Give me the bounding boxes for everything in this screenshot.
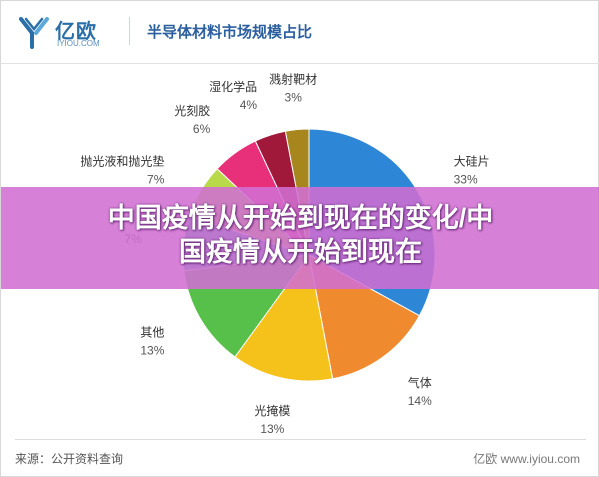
- source-note: 来源：公开资料查询: [15, 452, 124, 466]
- slice-label: 光刻胶: [174, 103, 210, 118]
- overlay-banner: [1, 187, 599, 289]
- slice-label: 其他: [140, 326, 164, 340]
- slice-label: 抛光液和抛光垫: [80, 153, 164, 168]
- header-rule: [1, 63, 599, 64]
- slice-value-label: 4%: [240, 98, 258, 112]
- slice-value-label: 33%: [454, 172, 478, 186]
- slice-value-label: 7%: [147, 172, 165, 186]
- slice-value-label: 14%: [408, 394, 432, 408]
- overlay-line-2: 国疫情从开始到现在: [179, 237, 422, 267]
- brand-domain: IYIOU.COM: [57, 39, 100, 48]
- slice-label: 光掩模: [254, 404, 290, 418]
- header-divider: [129, 17, 130, 45]
- header: 亿欧 IYIOU.COM 半导体材料市场规模占比: [1, 1, 599, 63]
- footer-rule: [15, 439, 586, 440]
- slice-label: 气体: [408, 375, 432, 390]
- footer-brand: 亿欧 www.iyiou.com: [473, 452, 580, 466]
- slice-label: 大硅片: [454, 154, 490, 168]
- slice-label: 溅射靶材: [269, 72, 317, 87]
- pie-labels: 大硅片33%气体14%光掩模13%其他13%7%抛光液和抛光垫7%光刻胶6%湿化…: [80, 72, 489, 436]
- brand-logo-icon: [19, 17, 49, 49]
- chart-title: 半导体材料市场规模占比: [147, 24, 313, 41]
- slice-label: 湿化学品: [209, 79, 257, 94]
- overlay-banner-text: 中国疫情从开始到现在的变化/中 国疫情从开始到现在: [1, 201, 599, 269]
- slice-value-label: 13%: [140, 344, 164, 358]
- brand-name: 亿欧: [55, 21, 97, 43]
- brand-logo: 亿欧 IYIOU.COM: [17, 13, 127, 53]
- slice-value-label: 3%: [285, 91, 303, 105]
- slice-value-label: 13%: [260, 422, 284, 436]
- slice-value-label: 6%: [193, 122, 211, 136]
- overlay-line-1: 中国疫情从开始到现在的变化/中: [107, 203, 494, 233]
